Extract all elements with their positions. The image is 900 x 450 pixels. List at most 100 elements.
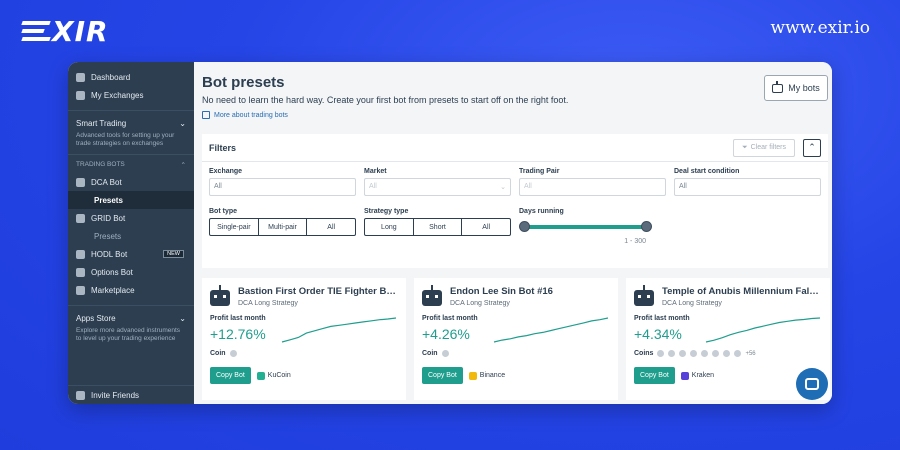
chevron-up-icon: ⌃ xyxy=(180,162,186,169)
exchange-select[interactable]: All xyxy=(209,178,356,196)
clear-filters-button[interactable]: ⏷ Clear filters xyxy=(733,138,795,157)
my-bots-button[interactable]: My bots xyxy=(764,75,828,101)
chat-icon xyxy=(805,378,819,390)
bot-type-label: Bot type xyxy=(209,208,237,215)
bot-type-multi-pair[interactable]: Multi-pair xyxy=(259,219,308,235)
exir-logo: XIR xyxy=(21,14,109,48)
slider-max-handle[interactable] xyxy=(641,221,652,232)
coin-more-count: +56 xyxy=(745,350,756,357)
trading-pair-select[interactable]: All xyxy=(519,178,666,196)
coin-icon xyxy=(690,350,698,357)
main-content: Bot presets No need to learn the hard wa… xyxy=(194,62,832,404)
apps-store-title: Apps Store xyxy=(76,314,116,323)
page-subtitle: No need to learn the hard way. Create yo… xyxy=(202,95,569,105)
bot-avatar-icon xyxy=(210,285,230,306)
filters-panel: Filters ⏷ Clear filters ⌃ Exchange All M… xyxy=(202,134,828,268)
profit-label: Profit last month xyxy=(422,315,478,322)
apps-store-desc: Explore more advanced instruments to lev… xyxy=(76,327,181,342)
sidebar-item-invite-friends[interactable]: Invite Friends xyxy=(68,386,194,404)
coin-icon xyxy=(723,350,731,357)
copy-bot-button[interactable]: Copy Bot xyxy=(634,367,675,384)
days-running-slider xyxy=(519,218,666,236)
sidebar-item-dca-bot[interactable]: DCA Bot xyxy=(68,173,194,191)
copy-bot-button[interactable]: Copy Bot xyxy=(422,367,463,384)
coin-icon xyxy=(668,350,676,357)
market-label: Market xyxy=(364,168,387,175)
dca-bot-icon xyxy=(76,177,85,187)
strategy-all[interactable]: All xyxy=(482,223,491,231)
exchange-tag: Kraken xyxy=(680,371,714,380)
page-title: Bot presets xyxy=(202,74,285,91)
smart-trading-title: Smart Trading xyxy=(76,119,127,128)
strategy-type-label: Strategy type xyxy=(364,208,409,215)
coin-icon xyxy=(734,350,742,357)
coin-icon xyxy=(712,350,720,357)
exchange-tag: Binance xyxy=(468,371,505,380)
options-bot-icon xyxy=(76,267,85,277)
filter-icon: ⏷ xyxy=(741,143,748,151)
card-strategy: DCA Long Strategy xyxy=(238,300,298,307)
bot-avatar-icon xyxy=(422,285,442,306)
collapse-filters-button[interactable]: ⌃ xyxy=(803,138,821,157)
marketplace-icon xyxy=(76,285,85,295)
exchange-icon xyxy=(76,90,85,100)
new-badge: NEW xyxy=(163,250,184,258)
coin-icon xyxy=(657,350,665,357)
coin-icon xyxy=(679,350,687,357)
days-running-label: Days running xyxy=(519,208,564,215)
preset-card[interactable]: Bastion First Order TIE Fighter Bo... DC… xyxy=(202,278,406,400)
chevron-down-icon: ⌄ xyxy=(500,184,506,191)
site-url: www.exir.io xyxy=(770,18,870,38)
card-title: Temple of Anubis Millennium Falc... xyxy=(662,286,822,297)
coin-row: Coin xyxy=(210,350,398,357)
trading-pair-label: Trading Pair xyxy=(519,168,560,175)
profit-label: Profit last month xyxy=(210,315,266,322)
external-link-icon xyxy=(202,111,210,119)
sidebar-item-grid-presets[interactable]: Presets xyxy=(94,231,122,241)
app-window: Dashboard My Exchanges Smart Trading ⌄ A… xyxy=(68,62,832,404)
profit-sparkline xyxy=(281,317,397,343)
sidebar-item-hodl-bot[interactable]: HODL Bot NEW xyxy=(68,245,194,263)
strategy-short[interactable]: Short xyxy=(414,219,463,235)
coin-icon xyxy=(701,350,709,357)
exchange-tag: KuCoin xyxy=(256,371,291,380)
trading-bots-header[interactable]: TRADING BOTS ⌃ xyxy=(68,154,194,173)
sidebar-item-marketplace[interactable]: Marketplace xyxy=(68,281,194,299)
sidebar-item-grid-bot[interactable]: GRID Bot xyxy=(68,209,194,227)
preset-card[interactable]: Endon Lee Sin Bot #16 DCA Long Strategy … xyxy=(414,278,618,400)
chat-support-button[interactable] xyxy=(796,368,828,400)
card-title: Endon Lee Sin Bot #16 xyxy=(450,286,553,297)
sidebar-item-options-bot[interactable]: Options Bot xyxy=(68,263,194,281)
slider-track xyxy=(523,225,646,229)
smart-trading-section[interactable]: Smart Trading ⌄ Advanced tools for setti… xyxy=(68,110,194,154)
strategy-long[interactable]: Long xyxy=(365,219,414,235)
coin-icon xyxy=(229,350,237,357)
kraken-icon xyxy=(680,371,689,380)
hodl-bot-icon xyxy=(76,249,85,259)
card-strategy: DCA Long Strategy xyxy=(662,300,722,307)
apps-store-section[interactable]: Apps Store ⌄ Explore more advanced instr… xyxy=(68,305,194,349)
profit-sparkline xyxy=(705,317,821,343)
smart-trading-desc: Advanced tools for setting up your trade… xyxy=(76,132,175,147)
slider-min-handle[interactable] xyxy=(519,221,530,232)
profit-sparkline xyxy=(493,317,609,343)
logo-text: XIR xyxy=(52,14,109,48)
invite-icon xyxy=(76,390,85,400)
sidebar-item-my-exchanges[interactable]: My Exchanges xyxy=(68,86,194,104)
logo-bars-icon xyxy=(21,21,51,41)
robot-icon xyxy=(772,80,784,93)
sidebar-item-dca-presets[interactable]: Presets xyxy=(68,191,194,209)
sidebar-item-dashboard[interactable]: Dashboard xyxy=(68,68,194,86)
bot-type-single-pair[interactable]: Single-pair xyxy=(210,219,259,235)
copy-bot-button[interactable]: Copy Bot xyxy=(210,367,251,384)
deal-start-select[interactable]: All xyxy=(674,178,821,196)
dashboard-icon xyxy=(76,72,85,82)
profit-label: Profit last month xyxy=(634,315,690,322)
market-select[interactable]: All ⌄ xyxy=(364,178,511,196)
more-about-link[interactable]: More about trading bots xyxy=(202,111,832,119)
profit-value: +4.26% xyxy=(422,326,470,342)
bot-type-all[interactable]: All xyxy=(327,223,336,231)
coin-row: Coins +56 xyxy=(634,350,756,357)
profit-value: +4.34% xyxy=(634,326,682,342)
binance-icon xyxy=(468,371,477,380)
